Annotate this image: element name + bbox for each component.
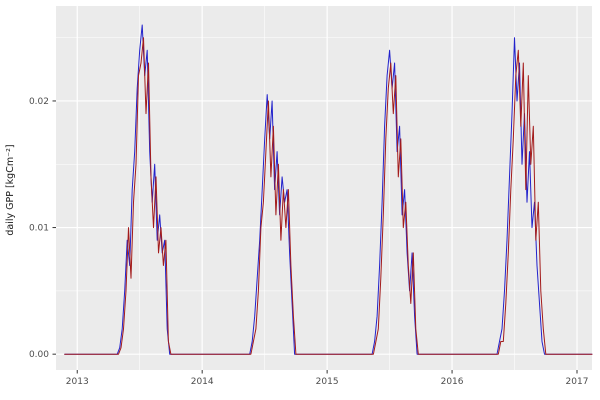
panel-background [56, 6, 592, 370]
y-tick-label: 0.00 [29, 350, 49, 360]
y-tick-label: 0.02 [29, 97, 49, 107]
x-tick-label: 2015 [316, 377, 339, 387]
x-tick-label: 2013 [66, 377, 89, 387]
y-tick-label: 0.01 [29, 224, 49, 234]
series-line-series_dark_red [64, 37, 593, 355]
x-tick-label: 2017 [566, 377, 589, 387]
x-tick-label: 2014 [191, 377, 214, 387]
x-tick-label: 2016 [441, 377, 464, 387]
